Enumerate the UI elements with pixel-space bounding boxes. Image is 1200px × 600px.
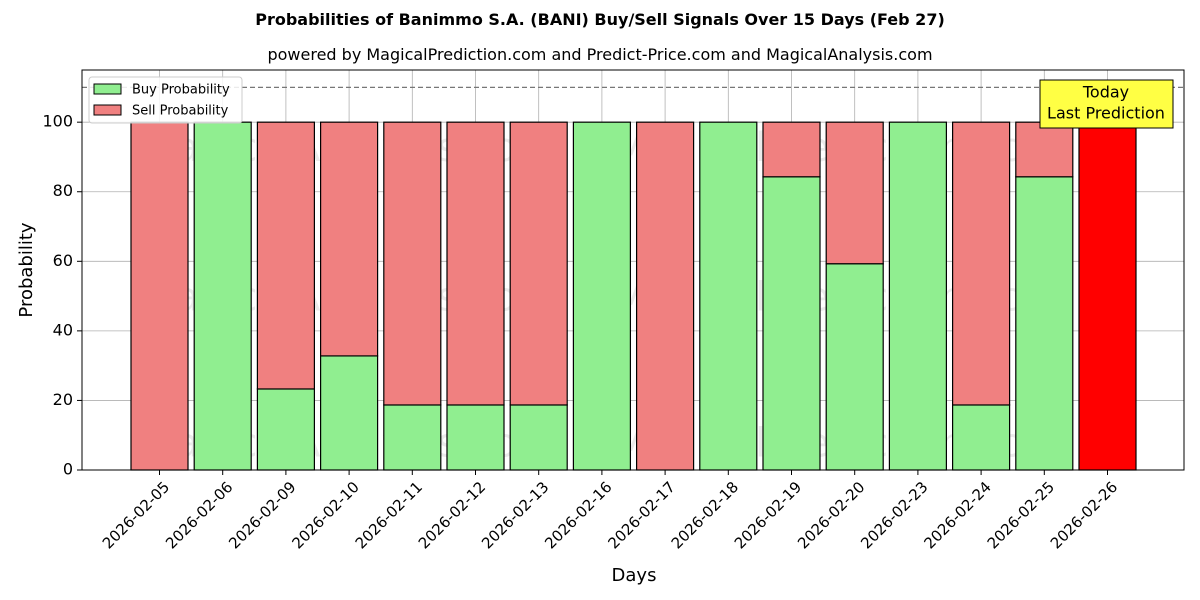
sell-bar: [635, 121, 695, 471]
buy-bar: [446, 404, 505, 471]
legend-box: [88, 76, 243, 124]
chart-subtitle: powered by MagicalPrediction.com and Pre…: [267, 45, 933, 64]
sell-bar: [383, 121, 442, 406]
sell-bar: [320, 121, 379, 357]
x-tick-label: 2026-02-05: [99, 478, 173, 552]
x-tick-label: 2026-02-20: [794, 478, 868, 552]
y-tick-label: 60: [53, 251, 73, 270]
legend: Buy Probability Sell Probability: [88, 76, 243, 124]
legend-label: Buy Probability: [132, 83, 230, 98]
sell-bar: [1015, 121, 1074, 178]
x-tick-label: 2026-02-11: [352, 478, 426, 552]
annotation-text: Today: [1082, 83, 1129, 102]
chart-title: Probabilities of Banimmo S.A. (BANI) Buy…: [255, 10, 945, 29]
sell-bar: [825, 121, 884, 265]
legend-swatch: [93, 104, 122, 116]
legend-label: Sell Probability: [132, 104, 229, 119]
sell-bar: [446, 121, 505, 406]
buy-bar: [825, 263, 884, 471]
sell-bar: [256, 121, 315, 390]
x-axis-label: Days: [612, 565, 657, 586]
annotation: Today Last Prediction: [1039, 79, 1174, 129]
legend-swatch: [93, 83, 122, 95]
buy-bar: [256, 388, 315, 471]
y-tick-label: 40: [53, 320, 73, 339]
x-tick-label: 2026-02-19: [731, 478, 805, 552]
x-tick-label: 2026-02-17: [604, 478, 678, 552]
y-axis-label: Probability: [16, 222, 37, 317]
plot-frame: [81, 69, 1185, 471]
x-tick-label: 2026-02-26: [1047, 478, 1121, 552]
sell-bar: [1078, 121, 1137, 471]
buy-bar: [762, 176, 821, 471]
x-tick-label: 2026-02-18: [668, 478, 742, 552]
buy-bar: [699, 121, 758, 471]
y-tick-label: 0: [63, 460, 73, 479]
sell-bar: [951, 121, 1011, 406]
buy-bar: [509, 404, 568, 471]
annotation-box: [1039, 79, 1174, 129]
buy-bar: [193, 121, 252, 471]
buy-bar: [888, 121, 948, 471]
y-tick-label: 100: [42, 112, 73, 131]
x-tick-label: 2026-02-24: [920, 478, 994, 552]
x-tick-label: 2026-02-25: [984, 478, 1058, 552]
buy-bar: [1015, 176, 1074, 471]
buy-bar: [572, 121, 632, 471]
buy-bar: [951, 404, 1011, 471]
x-tick-label: 2026-02-12: [415, 478, 489, 552]
x-tick-label: 2026-02-13: [478, 478, 552, 552]
buy-bar: [383, 404, 442, 471]
x-tick-label: 2026-02-16: [541, 478, 615, 552]
sell-bar: [130, 121, 189, 471]
y-tick-label: 20: [53, 390, 73, 409]
buy-bar: [320, 355, 379, 471]
x-tick-label: 2026-02-10: [288, 478, 362, 552]
annotation-text: Last Prediction: [1047, 104, 1165, 123]
sell-bar: [762, 121, 821, 178]
bars: [130, 121, 1137, 471]
x-tick-label: 2026-02-23: [857, 478, 931, 552]
x-tick-label: 2026-02-06: [162, 478, 236, 552]
x-tick-label: 2026-02-09: [225, 478, 299, 552]
sell-bar: [509, 121, 568, 406]
y-tick-label: 80: [53, 181, 73, 200]
